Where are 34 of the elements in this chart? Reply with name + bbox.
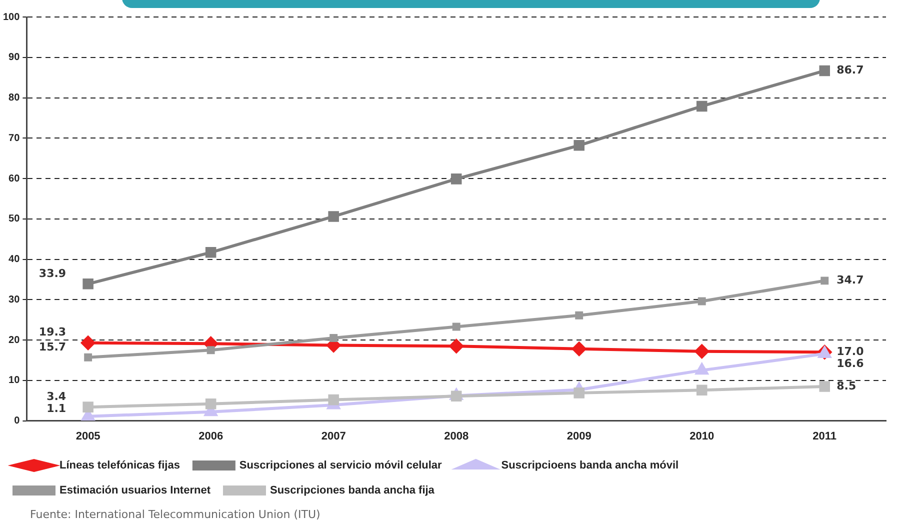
y-tick-label: 90 bbox=[8, 52, 20, 64]
legend-label: Suscripcioens banda ancha móvil bbox=[501, 460, 679, 472]
source-note: Fuente: International Telecommunication Union (ITU) bbox=[30, 508, 320, 521]
x-tick-label: 2006 bbox=[198, 430, 224, 442]
x-tick-label: 2009 bbox=[566, 430, 592, 442]
legend-label: Estimación usuarios Internet bbox=[60, 484, 211, 497]
y-tick-label: 40 bbox=[8, 254, 20, 266]
data-label: 19.3 bbox=[38, 326, 66, 339]
y-tick-label: 20 bbox=[8, 334, 20, 346]
data-label: 1.1 bbox=[46, 402, 66, 415]
legend-label: Suscripciones al servicio móvil celular bbox=[239, 460, 443, 472]
legend-label: Líneas telefónicas fijas bbox=[60, 460, 180, 472]
data-label: 34.7 bbox=[836, 274, 864, 287]
data-label: 16.6 bbox=[836, 357, 864, 370]
data-label: 86.7 bbox=[836, 64, 864, 77]
y-tick-label: 30 bbox=[8, 294, 20, 306]
y-tick-label: 70 bbox=[8, 132, 20, 144]
y-tick-label: 50 bbox=[8, 214, 20, 225]
data-label: 15.7 bbox=[38, 340, 66, 354]
x-tick-label: 2008 bbox=[444, 430, 469, 442]
y-tick-label: 10 bbox=[8, 375, 20, 386]
data-label: 8.5 bbox=[836, 379, 856, 392]
x-tick-label: 2007 bbox=[321, 430, 346, 442]
legend-label: Suscripciones banda ancha fija bbox=[270, 484, 436, 497]
y-tick-label: 0 bbox=[14, 416, 20, 427]
data-label: 33.9 bbox=[38, 266, 66, 280]
data-label: 3.4 bbox=[46, 390, 66, 403]
x-tick-label: 2005 bbox=[76, 430, 100, 442]
y-tick-label: 60 bbox=[8, 173, 20, 184]
x-tick-label: 2010 bbox=[690, 430, 714, 442]
data-label: 17.0 bbox=[836, 345, 864, 358]
y-tick-label: 80 bbox=[8, 92, 20, 104]
x-tick-label: 2011 bbox=[812, 430, 837, 442]
y-tick-label: 100 bbox=[2, 12, 20, 23]
